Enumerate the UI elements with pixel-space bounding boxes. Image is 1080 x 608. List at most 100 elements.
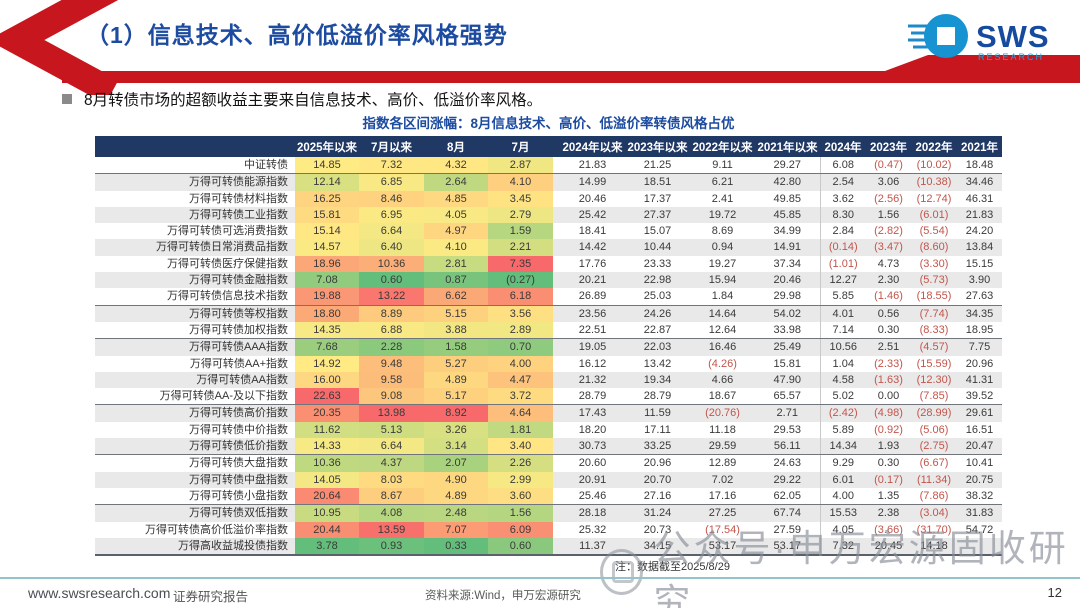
sws-wordmark: SWS — [976, 19, 1050, 54]
value-cell: 2.38 — [866, 504, 911, 522]
value-cell: 2.81 — [424, 255, 488, 273]
value-cell: 1.56 — [488, 504, 553, 522]
gutter-cell — [553, 288, 560, 306]
value-cell: 4.47 — [488, 371, 553, 389]
table-header-cell: 7月 — [488, 136, 553, 157]
table-header-gutter — [553, 136, 560, 157]
value-cell: 2.64 — [424, 173, 488, 191]
value-cell: 2.21 — [488, 239, 553, 256]
value-cell: 0.60 — [488, 537, 553, 557]
gutter-cell — [553, 471, 560, 488]
value-cell: 17.43 — [560, 404, 625, 422]
value-cell: 2.30 — [866, 272, 911, 289]
value-cell: 13.98 — [359, 404, 424, 422]
value-cell: 2.54 — [819, 173, 866, 191]
value-cell: 34.15 — [625, 537, 690, 557]
value-cell: 28.79 — [625, 388, 690, 406]
value-cell: 5.89 — [819, 421, 866, 439]
table-row: 万得可转债材料指数 16.25 8.46 4.85 3.45 20.46 17.37 2.41… — [95, 190, 1002, 207]
value-cell: 39.52 — [957, 388, 1002, 406]
value-cell: 14.05 — [295, 471, 359, 488]
value-cell: 22.98 — [625, 272, 690, 289]
value-cell: 14.57 — [295, 239, 359, 256]
value-cell: 15.81 — [773, 357, 802, 370]
value-cell: 4.00 — [819, 487, 866, 506]
value-cell: (31.70) — [916, 523, 952, 536]
gutter-cell — [553, 454, 560, 472]
index-name-cell: 万得可转债AA-及以下指数 — [95, 388, 295, 406]
value-cell: 14.18 — [911, 537, 957, 557]
value-cell: (0.27) — [488, 272, 553, 289]
value-cell: 7.35 — [488, 255, 553, 273]
value-cell: 29.27 — [755, 157, 820, 175]
table-row: 万得可转债高价指数 20.35 13.98 8.92 4.64 17.43 11.59 (20… — [95, 404, 1002, 422]
value-cell: 27.59 — [773, 523, 802, 536]
value-cell: (4.98) — [866, 404, 911, 422]
value-cell: 53.17 — [690, 537, 755, 557]
index-name-cell: 万得可转债小盘指数 — [95, 487, 295, 506]
value-cell: 10.95 — [295, 504, 359, 522]
value-cell: 0.87 — [424, 272, 488, 289]
index-name-cell: 万得可转债高价低溢价率指数 — [145, 523, 288, 536]
value-cell: 6.62 — [424, 288, 488, 306]
value-cell: (3.30) — [919, 257, 949, 270]
gutter-cell — [553, 157, 560, 175]
value-cell: 3.45 — [488, 190, 553, 207]
value-cell: 13.84 — [957, 239, 1002, 256]
value-cell: 2.84 — [819, 223, 866, 240]
value-cell: 3.72 — [488, 388, 553, 406]
value-cell: 31.83 — [957, 504, 1002, 522]
footer-divider — [0, 577, 1080, 579]
bullet-line: 8月转债市场的超额收益主要来自信息技术、高价、低溢价率风格。 — [62, 88, 1022, 110]
value-cell: 11.18 — [709, 423, 736, 436]
table-row: 万得可转债加权指数 14.35 6.88 3.88 2.89 22.51 22.87 12.6… — [95, 321, 1002, 340]
value-cell: 10.56 — [819, 338, 866, 356]
gutter-cell — [553, 255, 560, 273]
value-cell: (17.54) — [705, 523, 740, 536]
gutter-cell — [553, 388, 560, 406]
gutter-cell — [553, 438, 560, 456]
index-name-cell: 万得可转债能源指数 — [95, 173, 295, 191]
value-cell: 10.36 — [295, 454, 359, 472]
table-header-cell: 2022年 — [911, 136, 957, 157]
value-cell: 2.41 — [711, 192, 734, 205]
table-row: 万得可转债能源指数 12.14 6.85 2.64 4.10 14.99 18.51 6.21… — [95, 173, 1002, 191]
value-cell: 6.40 — [359, 239, 424, 256]
value-cell: (0.92) — [874, 423, 903, 436]
gutter-cell — [553, 487, 560, 506]
value-cell: 29.59 — [690, 438, 755, 456]
value-cell: 4.89 — [424, 371, 488, 389]
index-name-cell: 万得可转债金融指数 — [95, 272, 295, 289]
value-cell: (2.82) — [874, 225, 903, 238]
value-cell: 16.25 — [295, 190, 359, 207]
sws-globe-icon — [908, 14, 968, 58]
value-cell: 19.88 — [295, 288, 359, 306]
value-cell: 1.58 — [424, 338, 488, 356]
value-cell: 2.48 — [424, 504, 488, 522]
value-cell: 0.70 — [488, 338, 553, 356]
table-row: 万得可转债小盘指数 20.64 8.67 4.89 3.60 25.46 27.16 17.1… — [95, 487, 1002, 506]
value-cell: 6.01 — [819, 471, 866, 488]
value-cell: 37.34 — [773, 257, 802, 270]
value-cell: 42.80 — [755, 173, 820, 191]
value-cell: 29.98 — [755, 288, 820, 306]
value-cell: 12.14 — [295, 173, 359, 191]
value-cell: (7.74) — [911, 305, 957, 322]
index-table: 2025年以来 7月以来 8月 7月 2024年以来 2023年以来 2022年以来 2021… — [95, 136, 1002, 557]
value-cell: 29.53 — [773, 423, 802, 436]
value-cell: 24.20 — [965, 225, 994, 238]
value-cell: 14.91 — [755, 239, 820, 256]
value-cell: 25.03 — [625, 288, 690, 306]
value-cell: 38.32 — [957, 487, 1002, 506]
value-cell: 20.47 — [957, 438, 1002, 456]
value-cell: 1.56 — [866, 206, 911, 224]
value-cell: 41.31 — [957, 371, 1002, 389]
value-cell: (7.85) — [911, 388, 957, 406]
table-row: 万得高收益城投债指数 3.78 0.93 0.33 0.60 11.37 34.15 53.1… — [95, 537, 1002, 557]
value-cell: 12.64 — [690, 321, 755, 340]
value-cell: 4.32 — [424, 157, 488, 175]
value-cell: 9.11 — [690, 157, 755, 175]
value-cell: 6.18 — [488, 288, 553, 306]
table-row: 万得可转债医疗保健指数 18.96 10.36 2.81 7.35 17.76 23.33 1… — [95, 255, 1002, 273]
value-cell: 30.73 — [560, 438, 625, 456]
